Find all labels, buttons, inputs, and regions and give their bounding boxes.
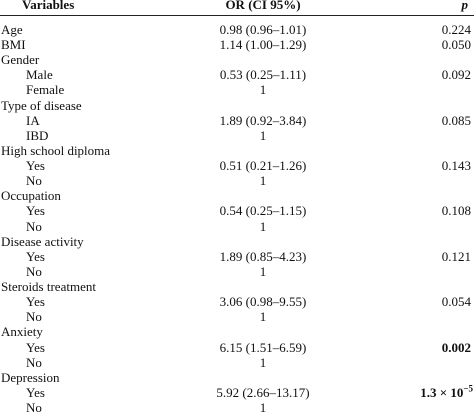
p-value: 0.121 xyxy=(441,248,471,264)
odds-ratio: 0.51 (0.21–1.26) xyxy=(219,158,307,174)
odds-ratio: 1 xyxy=(259,263,267,279)
variable-label: No xyxy=(26,263,42,279)
variable-label: High school diploma xyxy=(1,142,111,158)
variable-label: Age xyxy=(1,22,23,37)
variable-label: Yes xyxy=(26,203,45,219)
header-or: OR (CI 95%) xyxy=(225,0,301,12)
variable-label: No xyxy=(26,309,42,325)
variable-label: Type of disease xyxy=(1,97,82,113)
odds-ratio: 1 xyxy=(259,173,267,189)
odds-ratio: 1 xyxy=(259,309,267,325)
odds-ratio: 1.14 (1.00–1.29) xyxy=(219,37,307,53)
p-value: 0.143 xyxy=(441,158,471,174)
variable-label: Yes xyxy=(26,158,45,174)
odds-ratio: 0.54 (0.25–1.15) xyxy=(219,203,307,219)
odds-ratio: 5.92 (2.66–13.17) xyxy=(216,384,310,400)
variable-label: No xyxy=(26,354,42,370)
odds-ratio: 0.53 (0.25–1.11) xyxy=(219,67,307,83)
odds-ratio: 1 xyxy=(259,400,267,413)
p-value: 0.092 xyxy=(441,67,471,83)
variable-label: No xyxy=(26,173,42,189)
p-value: 0.085 xyxy=(441,112,471,128)
variable-label: No xyxy=(26,218,42,234)
variable-label: Female xyxy=(26,82,65,98)
header-p: p xyxy=(461,0,469,12)
odds-ratio: 1.89 (0.92–3.84) xyxy=(219,112,307,128)
odds-ratio: 6.15 (1.51–6.59) xyxy=(219,339,307,355)
odds-ratio: 0.98 (0.96–1.01) xyxy=(219,22,307,37)
variable-label: Depression xyxy=(1,369,60,385)
odds-ratio: 1 xyxy=(259,218,267,234)
p-exponent: −5 xyxy=(463,383,473,394)
p-value: 0.050 xyxy=(441,37,471,53)
header-variables: Variables xyxy=(22,0,75,12)
p-value: 0.002 xyxy=(441,339,471,355)
variable-label: Gender xyxy=(1,52,40,68)
variable-label: IA xyxy=(26,112,40,128)
variable-label: BMI xyxy=(1,37,26,53)
variable-label: Yes xyxy=(26,384,45,400)
variable-label: No xyxy=(26,400,42,413)
variable-label: Yes xyxy=(26,248,45,264)
odds-ratio: 1.89 (0.85–4.23) xyxy=(219,248,307,264)
header-rule xyxy=(0,15,474,16)
variable-label: Male xyxy=(26,67,53,83)
variable-label: Disease activity xyxy=(1,233,84,249)
odds-ratio: 1 xyxy=(259,127,267,143)
p-value: 0.224 xyxy=(441,22,471,37)
odds-ratio: 1 xyxy=(259,354,267,370)
variable-label: Yes xyxy=(26,294,45,310)
odds-ratio: 1 xyxy=(259,82,267,98)
p-value: 0.108 xyxy=(441,203,471,219)
variable-label: Occupation xyxy=(1,188,61,204)
variable-label: IBD xyxy=(26,127,49,143)
variable-label: Anxiety xyxy=(1,324,43,340)
variable-label: Yes xyxy=(26,339,45,355)
odds-ratio: 3.06 (0.98–9.55) xyxy=(219,294,307,310)
variable-label: Steroids treatment xyxy=(1,279,96,295)
p-value: 1.3 × 10−5 xyxy=(420,383,473,400)
p-value: 0.054 xyxy=(441,294,471,310)
